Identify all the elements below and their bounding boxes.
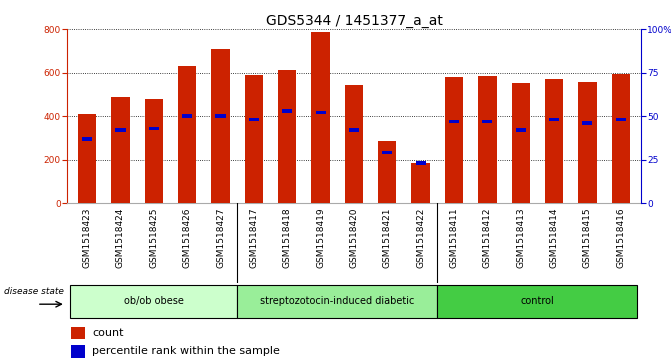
Bar (211, 49, 229, 203)
Text: ob/ob obese: ob/ob obese (124, 296, 184, 306)
Bar (311, 32, 329, 203)
Bar (582, 121, 592, 125)
Bar (516, 129, 526, 132)
Text: GSM1518421: GSM1518421 (383, 207, 392, 268)
Text: GSM1518415: GSM1518415 (583, 207, 592, 268)
Bar (549, 118, 559, 121)
Bar (411, 163, 430, 203)
Text: GSM1518416: GSM1518416 (616, 207, 625, 268)
Bar (545, 79, 563, 203)
Text: GSM1518423: GSM1518423 (83, 207, 92, 268)
Bar (378, 141, 397, 203)
Bar (282, 109, 293, 113)
Bar (345, 85, 363, 203)
Bar (278, 70, 297, 203)
Bar (82, 137, 92, 140)
Bar (249, 118, 259, 121)
Bar (612, 74, 630, 203)
Bar (111, 97, 130, 203)
Bar (482, 120, 493, 123)
Text: GSM1518412: GSM1518412 (483, 207, 492, 268)
Title: GDS5344 / 1451377_a_at: GDS5344 / 1451377_a_at (266, 14, 442, 28)
Bar (70, 327, 85, 339)
Text: GSM1518413: GSM1518413 (516, 207, 525, 268)
Bar (149, 127, 159, 130)
Text: control: control (521, 296, 554, 306)
Bar (238, 285, 437, 318)
Text: GSM1518414: GSM1518414 (550, 207, 558, 268)
Bar (437, 285, 637, 318)
Text: percentile rank within the sample: percentile rank within the sample (92, 346, 280, 356)
Bar (349, 129, 359, 132)
Bar (478, 76, 497, 203)
Bar (70, 285, 238, 318)
Bar (382, 151, 393, 155)
Text: GSM1518426: GSM1518426 (183, 207, 192, 268)
Text: streptozotocin-induced diabetic: streptozotocin-induced diabetic (260, 296, 415, 306)
Text: count: count (92, 328, 123, 338)
Bar (145, 99, 163, 203)
Bar (78, 114, 96, 203)
Bar (70, 345, 85, 358)
Text: GSM1518419: GSM1518419 (316, 207, 325, 268)
Bar (215, 114, 225, 118)
Text: GSM1518427: GSM1518427 (216, 207, 225, 268)
Bar (245, 75, 263, 203)
Bar (182, 114, 192, 118)
Bar (616, 118, 626, 121)
Bar (315, 111, 325, 114)
Bar (178, 66, 197, 203)
Bar (578, 82, 597, 203)
Text: GSM1518420: GSM1518420 (350, 207, 358, 268)
Text: GSM1518417: GSM1518417 (250, 207, 258, 268)
Text: GSM1518425: GSM1518425 (150, 207, 158, 268)
Bar (511, 83, 530, 203)
Text: GSM1518422: GSM1518422 (416, 207, 425, 268)
Bar (115, 129, 125, 132)
Bar (415, 162, 425, 165)
Text: disease state: disease state (3, 287, 64, 296)
Bar (445, 77, 463, 203)
Text: GSM1518418: GSM1518418 (282, 207, 292, 268)
Bar (449, 120, 459, 123)
Text: GSM1518424: GSM1518424 (116, 207, 125, 268)
Text: GSM1518411: GSM1518411 (450, 207, 458, 268)
